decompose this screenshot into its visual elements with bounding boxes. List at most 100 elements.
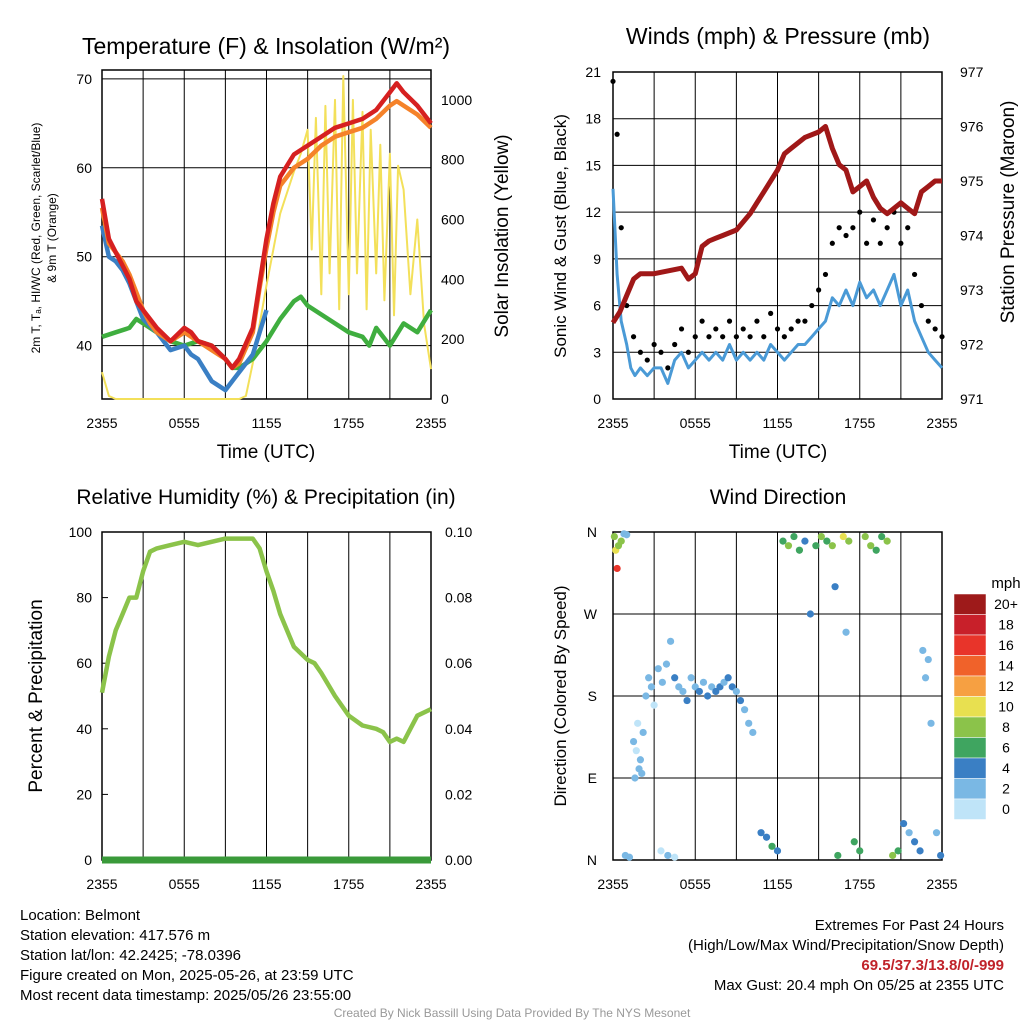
dir-point [617, 537, 625, 545]
wind-ytick-label: 18 [585, 111, 601, 127]
dir-point [905, 829, 913, 837]
temp-y2tick-label: 600 [441, 212, 465, 228]
gust-point [836, 225, 842, 231]
wind-y2tick-label: 973 [960, 282, 984, 298]
location-text: Location: Belmont [20, 907, 141, 924]
wind-y2tick-label: 975 [960, 173, 984, 189]
temp-xlabel: Time (UTC) [217, 442, 316, 463]
wind-xtick-label: 1155 [762, 415, 792, 431]
dir-point [801, 537, 809, 545]
gust-point [685, 349, 691, 355]
gust-point [911, 271, 918, 278]
temp-xtick-label: 1155 [251, 415, 281, 431]
dir-xtick-label: 0555 [680, 876, 711, 892]
wind-panel: Winds (mph) & Pressure (mb) Time (UTC) S… [551, 23, 1019, 463]
gust-point [829, 240, 835, 246]
wind-axes: 2355 0555 1155 1755 2355 0 3 6 9 12 15 18 21 971 972 97… [585, 64, 983, 431]
dir-point [631, 774, 639, 782]
gust-point [864, 240, 870, 246]
gust-point [618, 225, 624, 231]
temp-ytick-label: 70 [76, 71, 92, 87]
rh-y2tick-label: 0.10 [445, 524, 472, 540]
gust-point [884, 225, 890, 231]
legend-swatch [953, 675, 987, 697]
rh-ytick-label: 40 [76, 721, 92, 737]
gust-point [905, 225, 911, 231]
rh-y2tick-label: 0.02 [445, 786, 472, 802]
wind-series-pressure [610, 124, 942, 325]
gust-point [644, 357, 650, 363]
dir-point [806, 610, 815, 618]
legend-swatch [953, 696, 987, 718]
dir-point [623, 531, 631, 539]
gust-point [870, 217, 877, 223]
dir-ytick-label: S [588, 688, 597, 704]
rh-title: Relative Humidity (%) & Precipitation (i… [76, 486, 455, 509]
dir-point [894, 847, 902, 855]
dir-point [664, 851, 672, 860]
wind-ylabel-left: Sonic Wind & Gust (Blue, Black) [551, 114, 570, 358]
dir-point [861, 532, 869, 541]
wind-ytick-label: 6 [593, 298, 601, 314]
rh-y2tick-label: 0.08 [445, 590, 472, 606]
dir-xtick-label: 1155 [762, 876, 792, 892]
wind-y2tick-label: 972 [960, 337, 984, 353]
dir-point [916, 847, 924, 855]
gust-point [932, 326, 938, 332]
gust-point [809, 302, 815, 309]
temp-y2tick-label: 800 [441, 152, 465, 168]
dir-point [910, 838, 919, 846]
temp-title: Temperature (F) & Insolation (W/m²) [82, 33, 450, 59]
legend-label: 4 [1002, 760, 1010, 776]
wind-title: Winds (mph) & Pressure (mb) [626, 23, 930, 49]
dir-xtick-label: 1755 [844, 876, 875, 892]
dir-point [647, 683, 655, 691]
dir-point [919, 646, 927, 655]
rh-ytick-label: 0 [84, 852, 92, 868]
gust-point [816, 287, 822, 293]
gust-point [877, 240, 883, 246]
wind-ytick-label: 3 [593, 344, 601, 360]
gust-point [637, 349, 644, 355]
dir-point [831, 583, 839, 591]
dir-point [856, 847, 864, 855]
dir-point [784, 542, 793, 550]
rh-series-rh [99, 536, 432, 745]
temp-series-hiwc [99, 225, 269, 393]
dir-point [639, 728, 647, 737]
dir-point [779, 537, 787, 545]
wind-xlabel: Time (UTC) [729, 442, 828, 463]
dir-point [924, 655, 932, 664]
gust-point [672, 341, 678, 348]
plot-areas: 2355 0555 1155 1755 235540506070020040060080… [69, 64, 984, 892]
max-gust-text: Max Gust: 20.4 mph On 05/25 at 2355 UTC [713, 977, 1004, 994]
dir-point [741, 706, 749, 714]
legend-label: 10 [998, 698, 1014, 714]
dir-ytick-label: N [587, 852, 597, 868]
temp-ylabel-left-2: & 9m T (Orange) [45, 193, 59, 283]
dir-point [662, 660, 671, 668]
gust-point [795, 318, 801, 324]
dir-xtick-label: 2355 [926, 876, 957, 892]
gust-point [733, 334, 739, 340]
gust-point [918, 302, 925, 309]
dir-point [937, 851, 945, 860]
gust-point [699, 318, 705, 324]
dir-point [757, 829, 765, 837]
dir-point [625, 853, 634, 861]
dir-point [732, 687, 740, 696]
wind-y2tick-label: 974 [960, 228, 984, 244]
dir-point [703, 692, 712, 700]
dir-point [768, 842, 776, 850]
legend-swatch [953, 614, 987, 636]
gust-point [740, 326, 746, 332]
wind-y2tick-label: 976 [960, 119, 984, 135]
station-info: Location: Belmont Station elevation: 417… [20, 906, 354, 1006]
wind-ylabel-right: Station Pressure (Maroon) [998, 101, 1019, 324]
legend-title: mph [991, 575, 1020, 592]
wind-ytick-label: 21 [585, 64, 601, 80]
gust-point [630, 334, 637, 340]
dir-point [671, 853, 679, 861]
wind-ytick-label: 9 [593, 251, 601, 267]
